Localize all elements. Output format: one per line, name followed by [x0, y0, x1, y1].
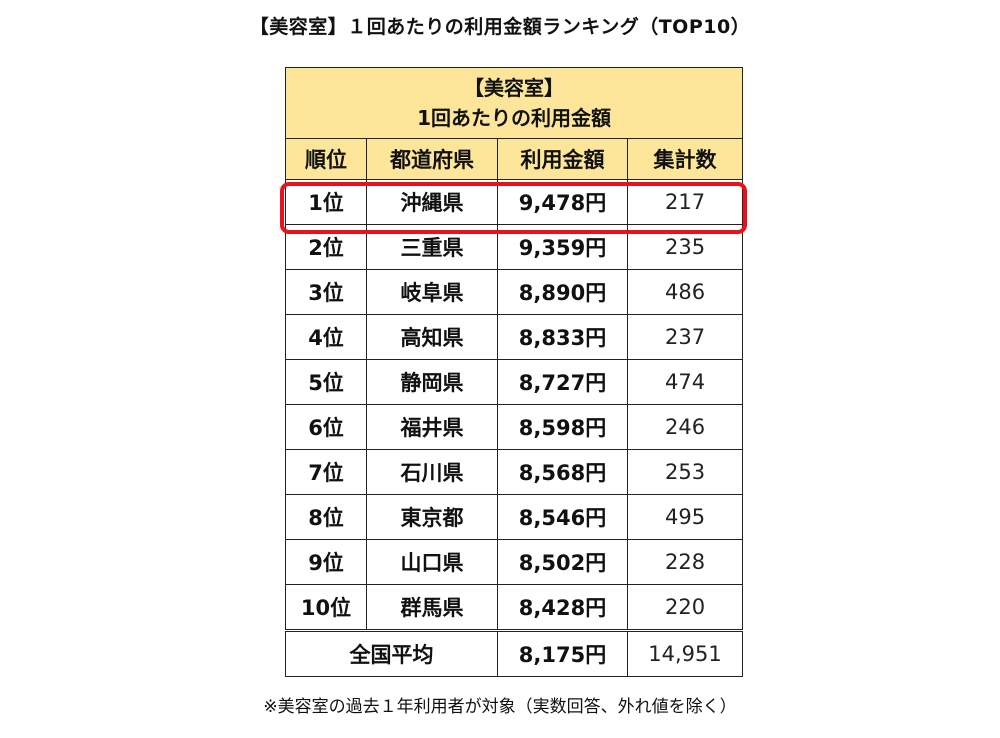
average-label: 全国平均 [285, 629, 498, 677]
caption-line-1: 【美容室】 [464, 76, 565, 100]
rank-cell: 3位 [285, 269, 367, 315]
count-cell: 474 [626, 359, 744, 405]
amount-cell: 8,568円 [497, 449, 628, 495]
amount-cell: 8,598円 [497, 404, 628, 450]
page-title: 【美容室】１回あたりの利用金額ランキング（TOP10） [249, 16, 751, 38]
ranking-table: 【美容室】 1回あたりの利用金額 順位 都道府県 利用金額 集計数 1位 沖縄県… [284, 67, 744, 677]
rank-cell: 4位 [285, 314, 367, 360]
table-row: 7位 石川県 8,568円 253 [285, 449, 744, 495]
rank-cell: 6位 [285, 404, 367, 450]
count-cell: 486 [626, 269, 744, 315]
prefecture-cell: 群馬県 [366, 584, 498, 631]
amount-cell: 8,546円 [497, 494, 628, 540]
average-amount: 8,175円 [497, 629, 628, 677]
prefecture-cell: 高知県 [366, 314, 498, 360]
rank-cell: 7位 [285, 449, 367, 495]
table-row: 10位 群馬県 8,428円 220 [285, 584, 744, 631]
rank-cell: 10位 [285, 584, 367, 631]
prefecture-cell: 石川県 [366, 449, 498, 495]
header-count: 集計数 [626, 138, 744, 180]
table-row: 5位 静岡県 8,727円 474 [285, 359, 744, 405]
count-cell: 228 [626, 539, 744, 585]
table-row: 4位 高知県 8,833円 237 [285, 314, 744, 360]
table-row: 2位 三重県 9,359円 235 [285, 224, 744, 270]
amount-cell: 8,833円 [497, 314, 628, 360]
table-header-row: 順位 都道府県 利用金額 集計数 [285, 138, 744, 180]
rank-cell: 5位 [285, 359, 367, 405]
count-cell: 217 [626, 179, 744, 225]
amount-cell: 9,359円 [497, 224, 628, 270]
prefecture-cell: 岐阜県 [366, 269, 498, 315]
footnote: ※美容室の過去１年利用者が対象（実数回答、外れ値を除く） [263, 697, 737, 717]
header-amount: 利用金額 [497, 138, 628, 180]
table-row: 9位 山口県 8,502円 228 [285, 539, 744, 585]
prefecture-cell: 沖縄県 [366, 179, 498, 225]
amount-cell: 8,727円 [497, 359, 628, 405]
count-cell: 495 [626, 494, 744, 540]
count-cell: 235 [626, 224, 744, 270]
prefecture-cell: 福井県 [366, 404, 498, 450]
count-cell: 253 [626, 449, 744, 495]
count-cell: 237 [626, 314, 744, 360]
table-caption-row: 【美容室】 1回あたりの利用金額 [284, 67, 744, 139]
table-row: 8位 東京都 8,546円 495 [285, 494, 744, 540]
amount-cell: 8,428円 [497, 584, 628, 631]
table-row: 3位 岐阜県 8,890円 486 [285, 269, 744, 315]
prefecture-cell: 静岡県 [366, 359, 498, 405]
table-caption: 【美容室】 1回あたりの利用金額 [284, 67, 744, 139]
prefecture-cell: 東京都 [366, 494, 498, 540]
prefecture-cell: 山口県 [366, 539, 498, 585]
caption-line-2: 1回あたりの利用金額 [417, 106, 611, 130]
rank-cell: 1位 [285, 179, 367, 225]
count-cell: 246 [626, 404, 744, 450]
rank-cell: 9位 [285, 539, 367, 585]
amount-cell: 9,478円 [497, 179, 628, 225]
national-average-row: 全国平均 8,175円 14,951 [285, 629, 744, 677]
table-row: 6位 福井県 8,598円 246 [285, 404, 744, 450]
prefecture-cell: 三重県 [366, 224, 498, 270]
amount-cell: 8,502円 [497, 539, 628, 585]
average-count: 14,951 [626, 629, 744, 677]
count-cell: 220 [626, 584, 744, 631]
table-row: 1位 沖縄県 9,478円 217 [285, 179, 744, 225]
amount-cell: 8,890円 [497, 269, 628, 315]
rank-cell: 2位 [285, 224, 367, 270]
rank-cell: 8位 [285, 494, 367, 540]
header-rank: 順位 [285, 138, 367, 180]
header-prefecture: 都道府県 [366, 138, 498, 180]
